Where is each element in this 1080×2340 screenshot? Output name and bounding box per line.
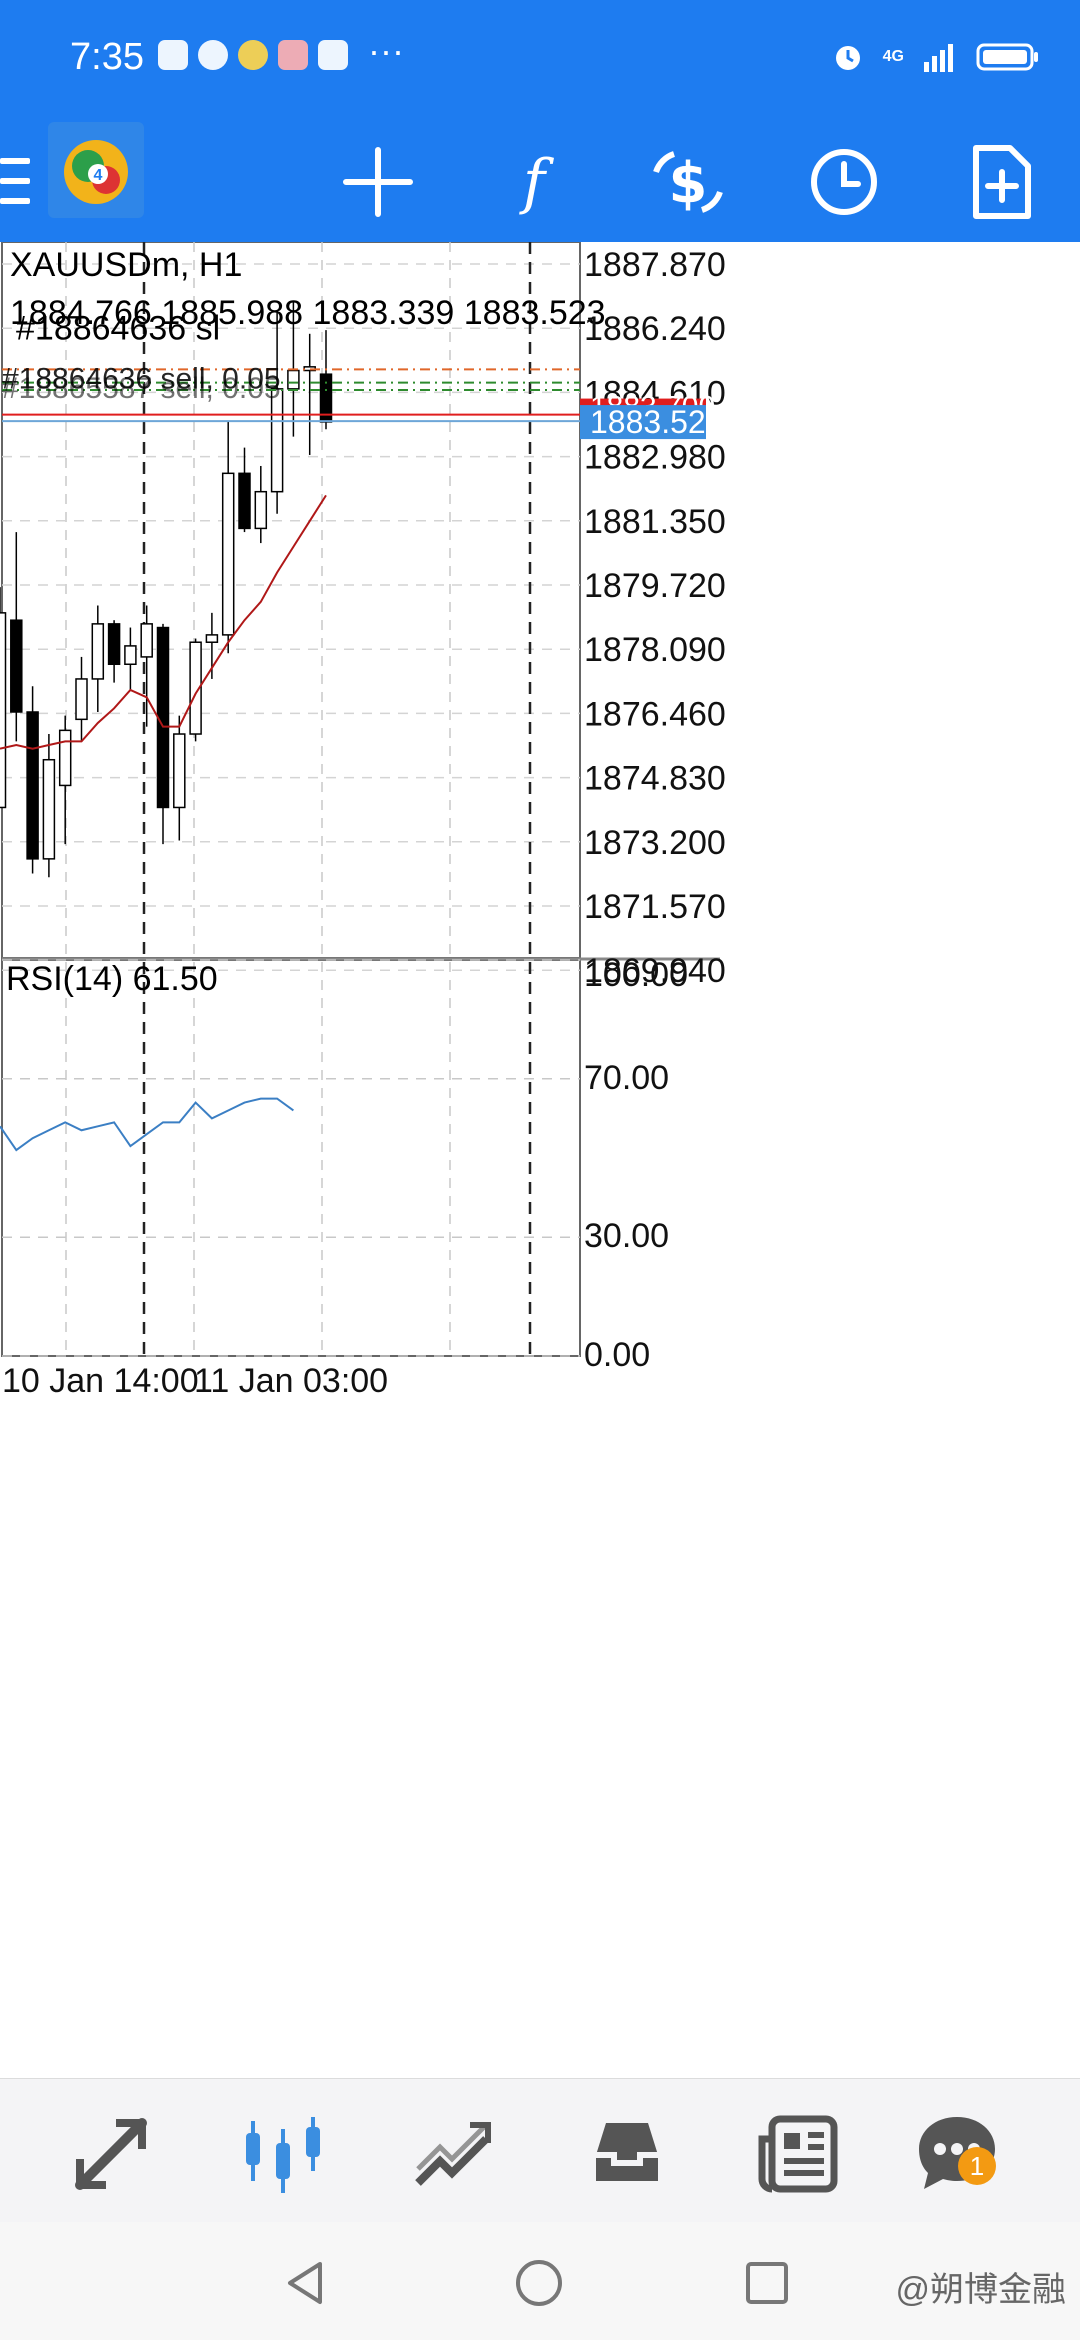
- bear-candle: [107, 623, 121, 666]
- rsi-axis-label: 70.00: [584, 1059, 669, 1097]
- time-axis-label: 10 Jan 14:00: [2, 1362, 199, 1400]
- message-badge: 1: [958, 2147, 996, 2185]
- bull-candle: [75, 678, 88, 721]
- svg-text:f: f: [519, 147, 555, 217]
- network-label: 4G: [882, 48, 904, 65]
- rsi-axis-label: 0.00: [584, 1336, 650, 1374]
- alarm-icon: [835, 46, 860, 70]
- robot-app-icon: [318, 40, 348, 70]
- badge-count: 1: [969, 2151, 985, 2181]
- status-right: 4G: [831, 40, 1040, 74]
- menu-icon[interactable]: [0, 158, 30, 204]
- rsi-label: RSI(14) 61.50: [6, 960, 218, 998]
- back-icon[interactable]: [282, 2258, 328, 2308]
- chart-icon[interactable]: [238, 2109, 328, 2199]
- bid-price-tag: [580, 405, 706, 440]
- battery-icon: [976, 43, 1038, 71]
- news-icon[interactable]: [754, 2109, 844, 2199]
- bull-candle: [58, 729, 72, 787]
- price-axis-label: 1873.200: [584, 824, 726, 862]
- weather-icon: [238, 40, 268, 70]
- chart-ohlc-label: 1884.766 1885.988 1883.339 1883.523: [10, 294, 606, 332]
- shop-icon: [278, 40, 308, 70]
- svg-text:$: $: [669, 151, 708, 216]
- new-order-icon[interactable]: [962, 142, 1042, 222]
- price-axis-label: 1881.350: [584, 503, 726, 541]
- watermark: @朔博金融: [895, 2271, 1066, 2309]
- price-axis-label: 1887.870: [584, 246, 726, 284]
- price-axis-label: 1878.090: [584, 631, 726, 669]
- bull-candle: [270, 388, 284, 493]
- bear-candle: [26, 711, 39, 860]
- chart-symbol-label: XAUUSDm, H1: [10, 246, 242, 284]
- bottom-nav: 1: [0, 2078, 1080, 2223]
- quotes-icon[interactable]: [66, 2109, 156, 2199]
- order-label-sell: #18864636 sell, 0.05: [2, 363, 281, 396]
- order-label-sell: #18865587 sell, 0.05: [2, 372, 281, 405]
- rsi-axis-label: 100.00: [584, 956, 688, 994]
- order-label-sl: #18864636 sl: [16, 309, 220, 347]
- time-axis-label: 11 Jan 03:00: [194, 1362, 388, 1400]
- price-axis-label: 1882.980: [584, 439, 726, 477]
- status-time: 7:35: [70, 36, 144, 78]
- bull-candle: [287, 369, 300, 390]
- chart-toolbar: 4 f $: [0, 120, 1080, 242]
- music-app-icon: [158, 40, 188, 70]
- bear-candle: [238, 472, 251, 530]
- rsi-axis-label: 30.00: [584, 1217, 669, 1255]
- price-chart[interactable]: XAUUSDm, H1 1884.766 1885.988 1883.339 18…: [0, 241, 1080, 2078]
- indicators-icon[interactable]: f: [494, 142, 574, 222]
- notification-icons: [158, 40, 348, 70]
- bid-price-label: 1883.523: [590, 404, 723, 440]
- more-notifications-icon: ···: [368, 30, 404, 71]
- trade-nav-icon[interactable]: [410, 2109, 500, 2199]
- status-bar: 7:35 ··· 4G: [0, 0, 1080, 120]
- history-icon[interactable]: [582, 2109, 672, 2199]
- timeframe-icon[interactable]: [804, 142, 884, 222]
- bear-candle: [156, 626, 170, 809]
- chart-area[interactable]: XAUUSDm, H1 1884.766 1885.988 1883.339 18…: [0, 241, 1080, 2078]
- signal-icon: [924, 44, 953, 72]
- bull-candle: [189, 641, 202, 735]
- price-axis-label: 1869.940: [584, 952, 726, 990]
- rsi-panel-frame: [1, 959, 581, 1357]
- bull-candle: [140, 623, 153, 658]
- home-icon[interactable]: [514, 2258, 564, 2308]
- bull-candle: [91, 623, 105, 680]
- price-axis-label: 1879.720: [584, 567, 726, 605]
- price-axis-label: 1886.240: [584, 310, 726, 348]
- trade-icon[interactable]: $: [648, 142, 728, 222]
- wechat-icon: [198, 40, 228, 70]
- bull-candle: [0, 612, 7, 809]
- app-logo[interactable]: 4: [48, 122, 144, 218]
- bull-candle: [221, 472, 235, 636]
- price-axis-label: 1871.570: [584, 888, 726, 926]
- price-axis-label: 1876.460: [584, 695, 726, 733]
- svg-text:4: 4: [94, 167, 103, 184]
- moving-average-line: [0, 494, 327, 750]
- main-panel-frame: [1, 241, 581, 959]
- rsi-line: [0, 1097, 294, 1152]
- recents-icon[interactable]: [744, 2260, 790, 2306]
- bull-candle: [205, 634, 219, 643]
- bull-candle: [124, 645, 137, 666]
- bull-candle: [254, 490, 268, 530]
- price-axis-label: 1874.830: [584, 760, 726, 798]
- bull-candle: [42, 758, 56, 860]
- bear-candle: [10, 619, 23, 713]
- bull-candle: [173, 733, 186, 809]
- crosshair-icon[interactable]: [338, 142, 418, 222]
- system-nav-bar: @朔博金融: [0, 2222, 1080, 2340]
